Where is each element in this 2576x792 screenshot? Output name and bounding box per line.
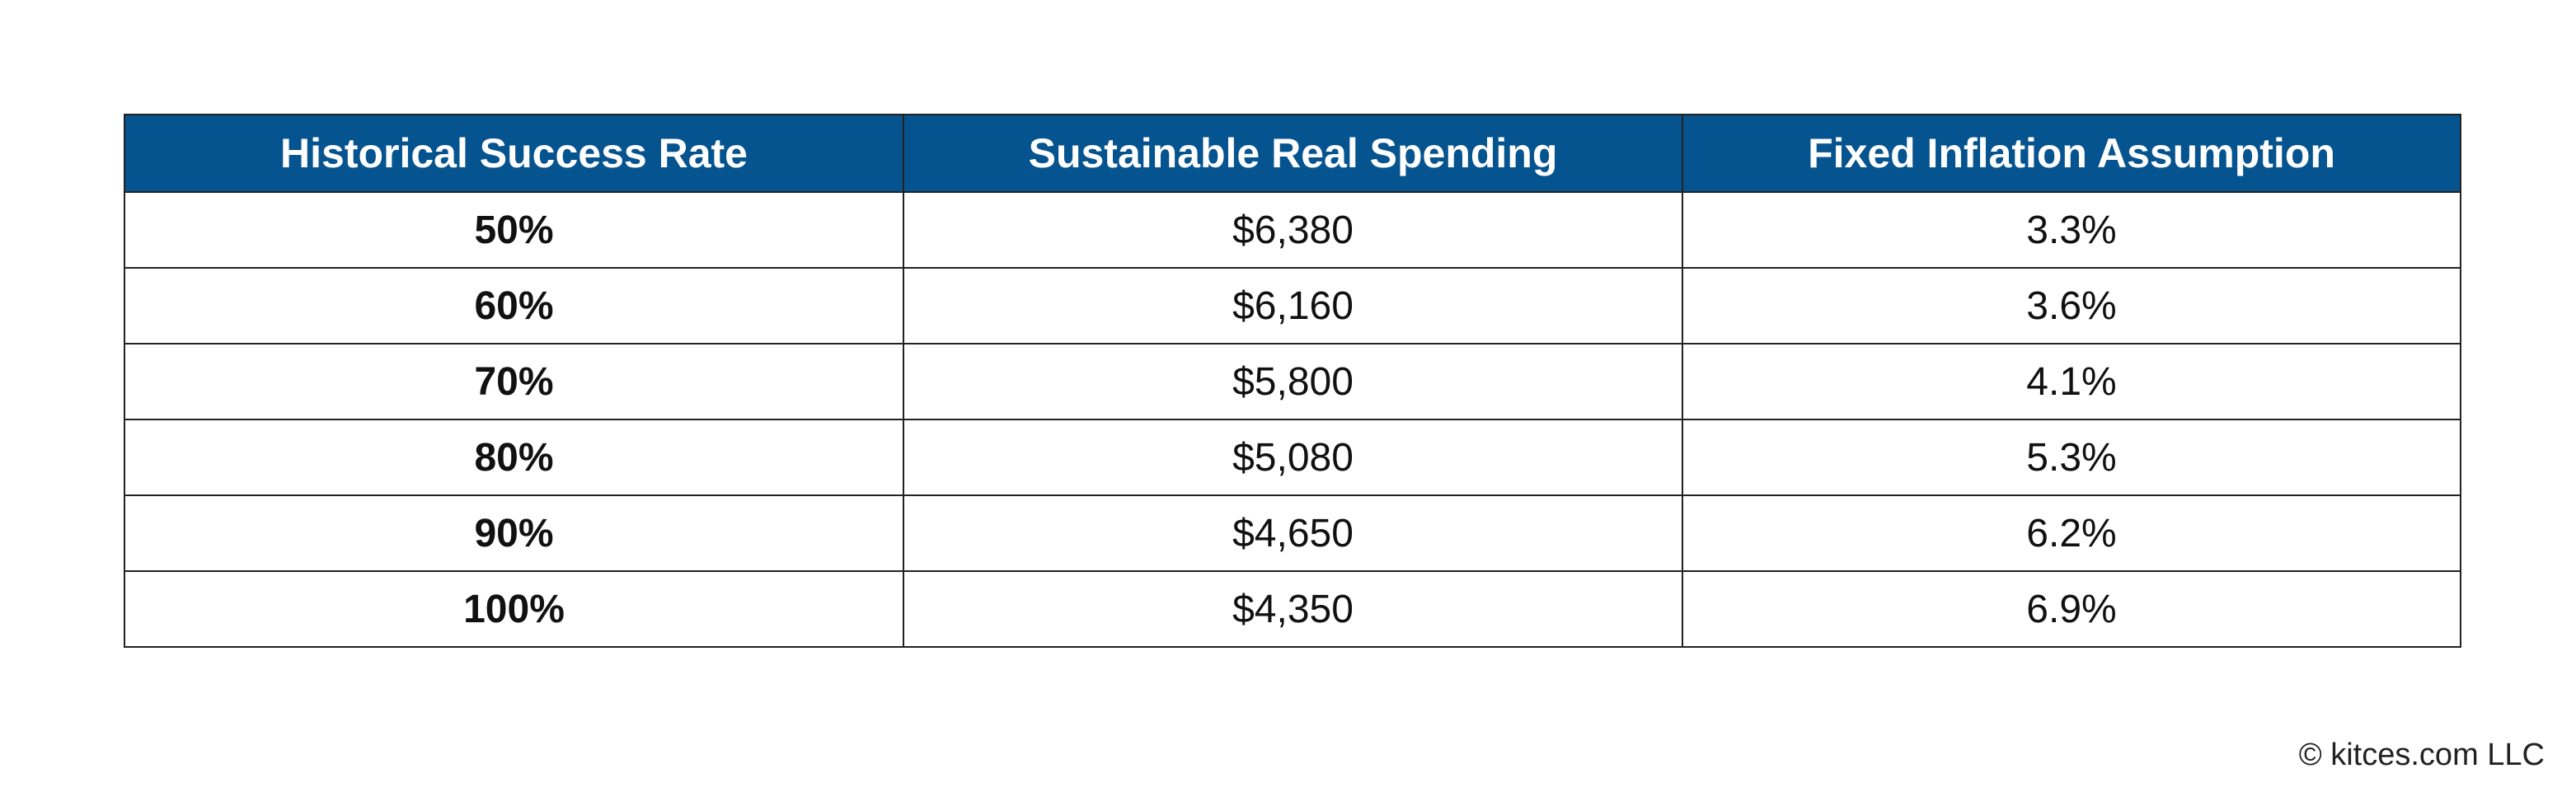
inflation-cell: 6.9% xyxy=(1682,570,2461,648)
success-rate-table: Historical Success Rate Sustainable Real… xyxy=(124,114,2461,648)
inflation-cell: 3.6% xyxy=(1682,267,2461,344)
real-spending-cell: $6,160 xyxy=(903,267,1683,344)
success-rate-cell: 80% xyxy=(124,419,904,496)
inflation-cell: 4.1% xyxy=(1682,343,2461,420)
column-header-inflation: Fixed Inflation Assumption xyxy=(1682,114,2461,193)
success-rate-cell: 50% xyxy=(124,191,904,269)
table-row: 50% $6,380 3.3% xyxy=(124,191,2461,269)
table-row: 90% $4,650 6.2% xyxy=(124,494,2461,572)
table-row: 100% $4,350 6.9% xyxy=(124,570,2461,648)
column-header-success-rate: Historical Success Rate xyxy=(124,114,904,193)
success-rate-cell: 100% xyxy=(124,570,904,648)
column-header-real-spending: Sustainable Real Spending xyxy=(903,114,1683,193)
table-row: 60% $6,160 3.6% xyxy=(124,267,2461,344)
real-spending-cell: $6,380 xyxy=(903,191,1683,269)
success-rate-table-container: Historical Success Rate Sustainable Real… xyxy=(124,114,2461,648)
success-rate-cell: 70% xyxy=(124,343,904,420)
real-spending-cell: $4,350 xyxy=(903,570,1683,648)
table-row: 80% $5,080 5.3% xyxy=(124,419,2461,496)
real-spending-cell: $4,650 xyxy=(903,494,1683,572)
inflation-cell: 5.3% xyxy=(1682,419,2461,496)
table-header-row: Historical Success Rate Sustainable Real… xyxy=(124,114,2461,193)
inflation-cell: 3.3% xyxy=(1682,191,2461,269)
success-rate-cell: 60% xyxy=(124,267,904,344)
success-rate-cell: 90% xyxy=(124,494,904,572)
real-spending-cell: $5,080 xyxy=(903,419,1683,496)
real-spending-cell: $5,800 xyxy=(903,343,1683,420)
inflation-cell: 6.2% xyxy=(1682,494,2461,572)
copyright-credit: © kitces.com LLC xyxy=(2298,738,2545,772)
table-row: 70% $5,800 4.1% xyxy=(124,343,2461,420)
